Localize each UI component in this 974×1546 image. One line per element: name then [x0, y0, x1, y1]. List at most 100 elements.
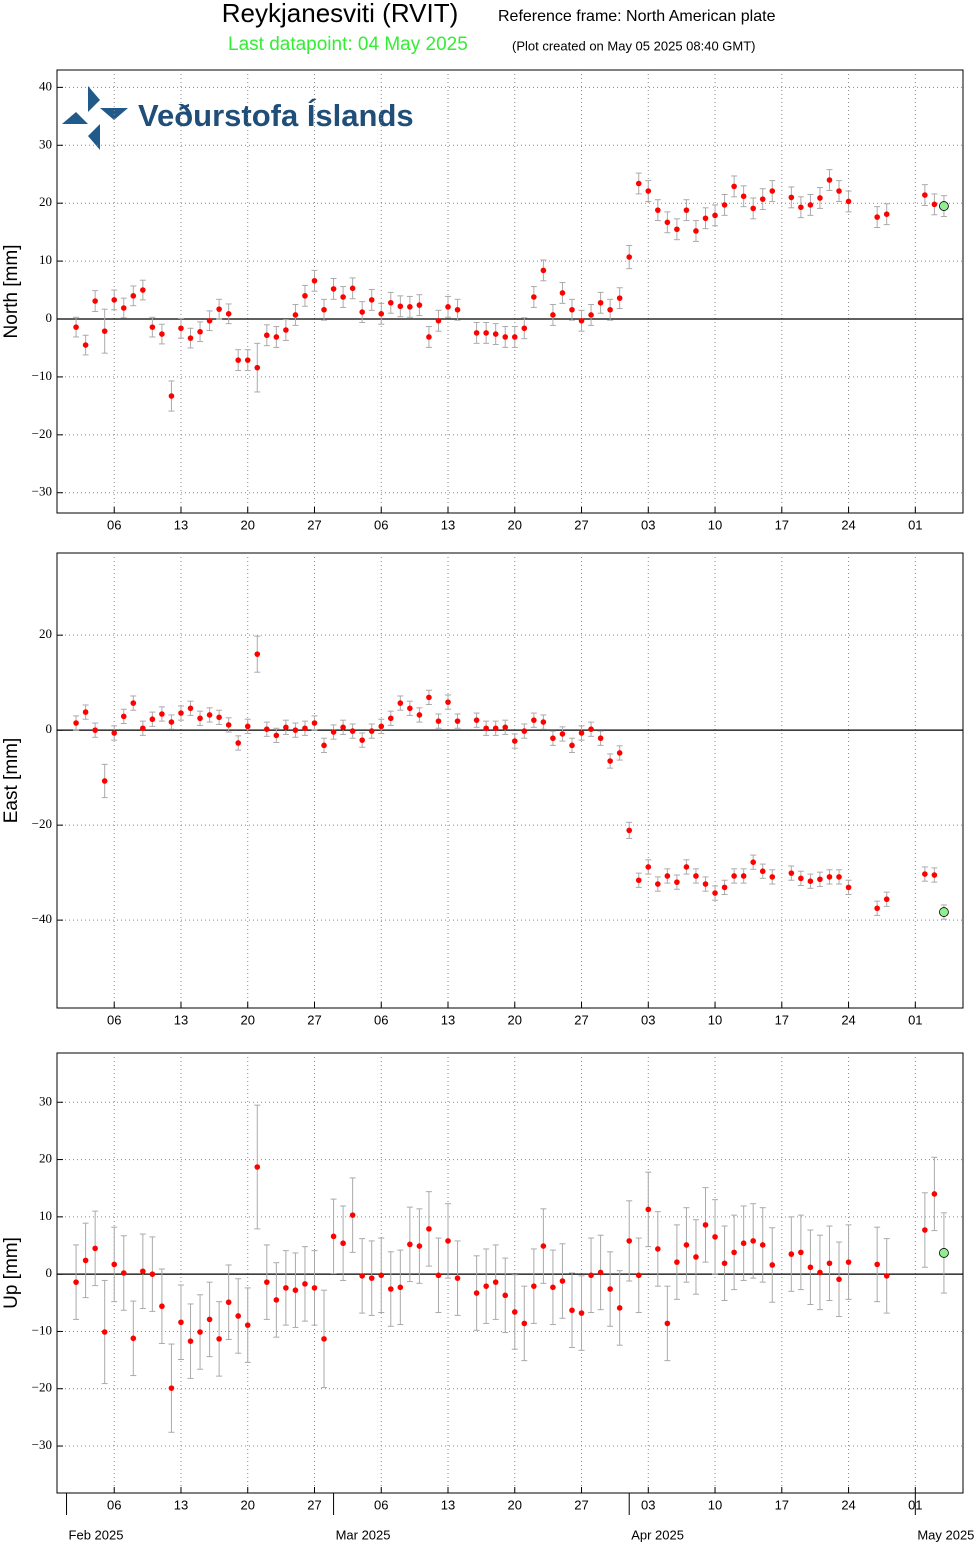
point	[731, 1249, 737, 1256]
point	[674, 879, 680, 885]
point	[378, 1272, 385, 1279]
point	[740, 193, 747, 200]
point	[454, 306, 461, 313]
last-point	[939, 907, 949, 917]
x-tick-label: 13	[441, 1012, 455, 1027]
point	[759, 196, 766, 202]
reference-frame: Reference frame: North American plate	[498, 8, 776, 25]
point	[321, 742, 327, 749]
point	[311, 720, 318, 726]
logo-mark	[88, 124, 100, 150]
plot-frame	[56, 1052, 964, 1494]
point	[731, 873, 737, 879]
point	[683, 1242, 690, 1248]
point	[664, 873, 671, 879]
point	[702, 215, 709, 222]
point	[397, 700, 404, 706]
point	[273, 732, 280, 739]
point	[283, 1285, 289, 1291]
point	[187, 1338, 194, 1344]
point	[244, 1322, 251, 1328]
point	[235, 1313, 241, 1319]
y-axis-label: Up [mm]	[1, 1237, 22, 1309]
point	[588, 1272, 594, 1279]
x-tick-label: 27	[574, 517, 588, 532]
last-point	[939, 201, 949, 211]
point	[836, 188, 842, 194]
point	[264, 1279, 270, 1285]
point	[454, 1275, 461, 1281]
point	[826, 874, 833, 880]
point	[883, 211, 890, 217]
point	[92, 727, 98, 733]
point	[235, 740, 241, 746]
point	[655, 1246, 661, 1252]
point	[664, 219, 671, 226]
x-tick-label: 13	[441, 1497, 455, 1512]
y-tick-label: 20	[39, 1151, 52, 1166]
x-tick-label: 10	[708, 1012, 722, 1027]
point	[597, 735, 604, 742]
point	[387, 299, 394, 306]
point	[798, 204, 804, 211]
point	[712, 890, 718, 896]
x-tick-label: 03	[641, 1012, 655, 1027]
x-tick-label: 06	[107, 1012, 121, 1027]
plot-frame	[56, 69, 964, 514]
point	[788, 870, 795, 876]
point	[626, 827, 633, 834]
point	[283, 724, 289, 731]
point	[216, 306, 222, 312]
point	[378, 723, 385, 730]
month-label: Apr 2025	[631, 1527, 684, 1542]
point	[216, 1336, 222, 1342]
y-tick-label: 30	[39, 1093, 52, 1108]
point	[130, 1335, 137, 1342]
point	[368, 728, 375, 734]
y-tick-label: 0	[46, 721, 53, 736]
y-tick-label: 20	[39, 194, 52, 209]
y-tick-label: −20	[32, 1380, 52, 1395]
plot-frame	[56, 552, 964, 1009]
point	[807, 1264, 814, 1271]
point	[931, 1191, 938, 1197]
point	[607, 306, 613, 313]
point	[73, 324, 79, 330]
point	[883, 1273, 890, 1279]
point	[473, 717, 480, 723]
point	[845, 198, 852, 205]
point	[550, 735, 556, 742]
point	[197, 715, 203, 722]
point	[531, 1283, 537, 1289]
point	[225, 722, 232, 728]
point	[416, 712, 423, 718]
point	[283, 327, 289, 333]
x-tick-label: 20	[508, 1012, 522, 1027]
point	[521, 1320, 528, 1327]
point	[120, 305, 127, 311]
point	[473, 330, 480, 336]
point	[531, 717, 537, 723]
point	[693, 873, 699, 879]
point	[397, 1284, 404, 1291]
point	[483, 1283, 489, 1289]
point	[206, 712, 213, 718]
y-tick-label: 20	[39, 626, 52, 641]
point	[101, 778, 108, 784]
point	[750, 205, 756, 212]
point	[683, 864, 690, 870]
point	[826, 1260, 833, 1267]
point	[378, 310, 385, 317]
point	[674, 226, 680, 233]
x-tick-label: 03	[641, 517, 655, 532]
point	[330, 729, 337, 735]
point	[540, 267, 547, 274]
point	[101, 1329, 108, 1335]
point	[712, 212, 718, 219]
point	[225, 1299, 232, 1306]
point	[502, 1292, 509, 1299]
x-tick-label: 03	[641, 1497, 655, 1512]
point	[874, 905, 880, 912]
point	[807, 202, 814, 208]
y-tick-label: −30	[32, 1437, 52, 1452]
